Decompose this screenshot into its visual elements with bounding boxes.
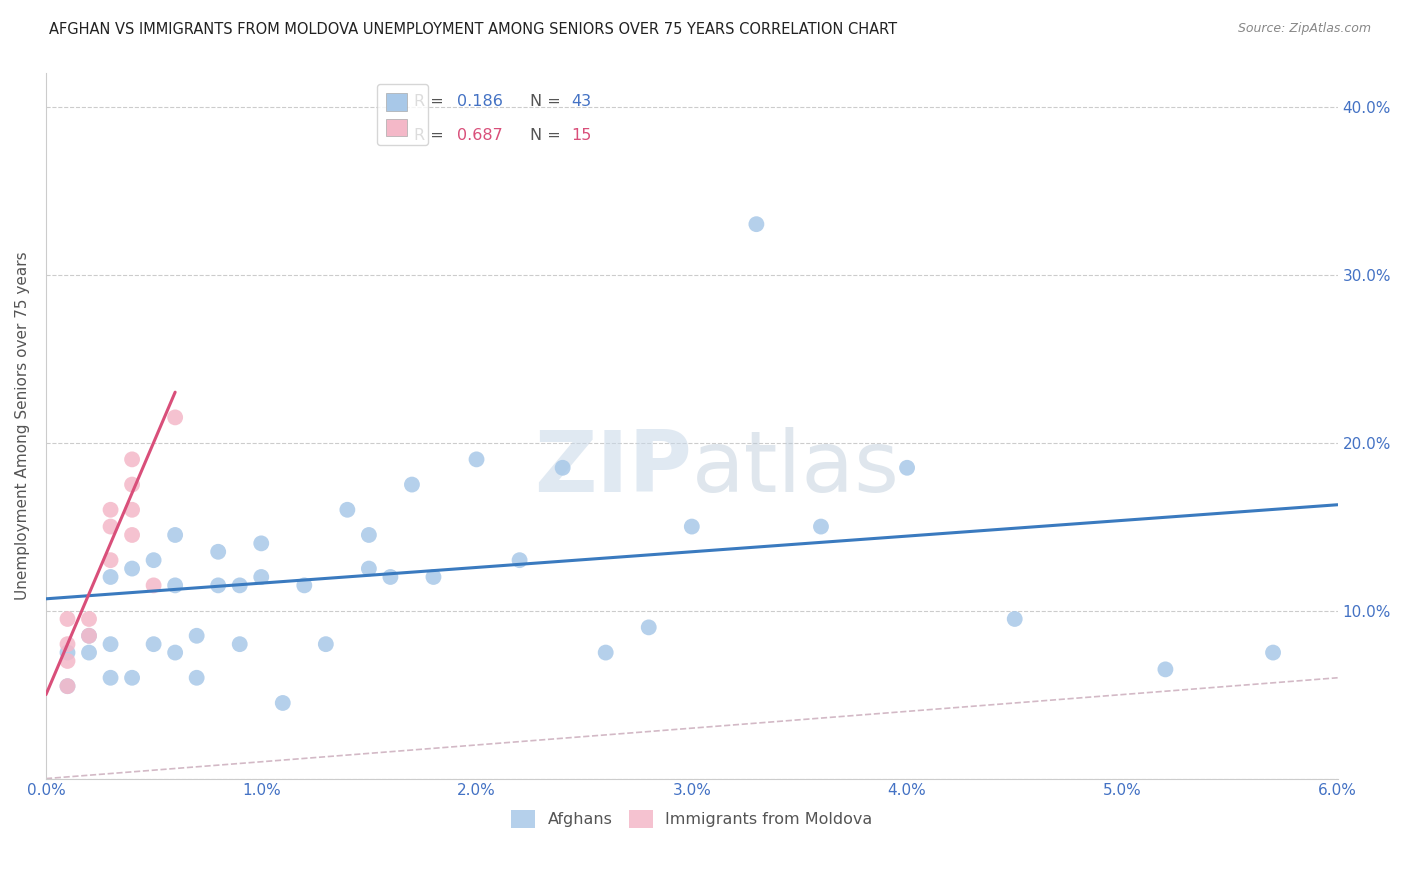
Text: 43: 43 [572,94,592,109]
Point [56,654,79,668]
Y-axis label: Unemployment Among Seniors over 75 years: Unemployment Among Seniors over 75 years [15,252,30,600]
Point [271,696,294,710]
Point [142,637,165,651]
Point [100,519,122,533]
Point [56,679,79,693]
Point [336,502,359,516]
Point [121,528,143,542]
Point [165,578,187,592]
Point [56,637,79,651]
Point [77,629,100,643]
Point [292,578,315,592]
Point [228,578,250,592]
Point [186,671,208,685]
Point [165,646,187,660]
Point [121,561,143,575]
Point [401,477,423,491]
Text: 0.687: 0.687 [457,128,502,143]
Point [100,637,122,651]
Point [56,612,79,626]
Point [100,570,122,584]
Point [100,671,122,685]
Text: N =: N = [530,94,567,109]
Text: ZIP: ZIP [534,426,692,509]
Point [1261,646,1284,660]
Point [142,578,165,592]
Point [637,620,659,634]
Point [165,410,187,425]
Point [465,452,488,467]
Point [121,671,143,685]
Point [896,460,918,475]
Point [250,536,273,550]
Point [121,502,143,516]
Point [1004,612,1026,626]
Point [77,629,100,643]
Point [228,637,250,651]
Point [1154,662,1177,676]
Point [315,637,337,651]
Point [56,646,79,660]
Text: Source: ZipAtlas.com: Source: ZipAtlas.com [1237,22,1371,36]
Text: 0.186: 0.186 [457,94,502,109]
Point [357,561,380,575]
Text: 15: 15 [572,128,592,143]
Text: N =: N = [530,128,567,143]
Point [186,629,208,643]
Point [121,477,143,491]
Text: R =: R = [415,94,449,109]
Point [357,528,380,542]
Point [77,646,100,660]
Point [121,452,143,467]
Point [551,460,574,475]
Point [509,553,531,567]
Point [100,553,122,567]
Point [681,519,703,533]
Point [165,528,187,542]
Point [380,570,402,584]
Text: AFGHAN VS IMMIGRANTS FROM MOLDOVA UNEMPLOYMENT AMONG SENIORS OVER 75 YEARS CORRE: AFGHAN VS IMMIGRANTS FROM MOLDOVA UNEMPL… [49,22,897,37]
Point [745,217,768,231]
Point [810,519,832,533]
Text: R =: R = [415,128,449,143]
Point [77,612,100,626]
Point [207,578,229,592]
Point [422,570,444,584]
Point [595,646,617,660]
Point [142,553,165,567]
Point [250,570,273,584]
Legend: Afghans, Immigrants from Moldova: Afghans, Immigrants from Moldova [505,804,879,834]
Text: atlas: atlas [692,426,900,509]
Point [207,545,229,559]
Point [56,679,79,693]
Point [100,502,122,516]
